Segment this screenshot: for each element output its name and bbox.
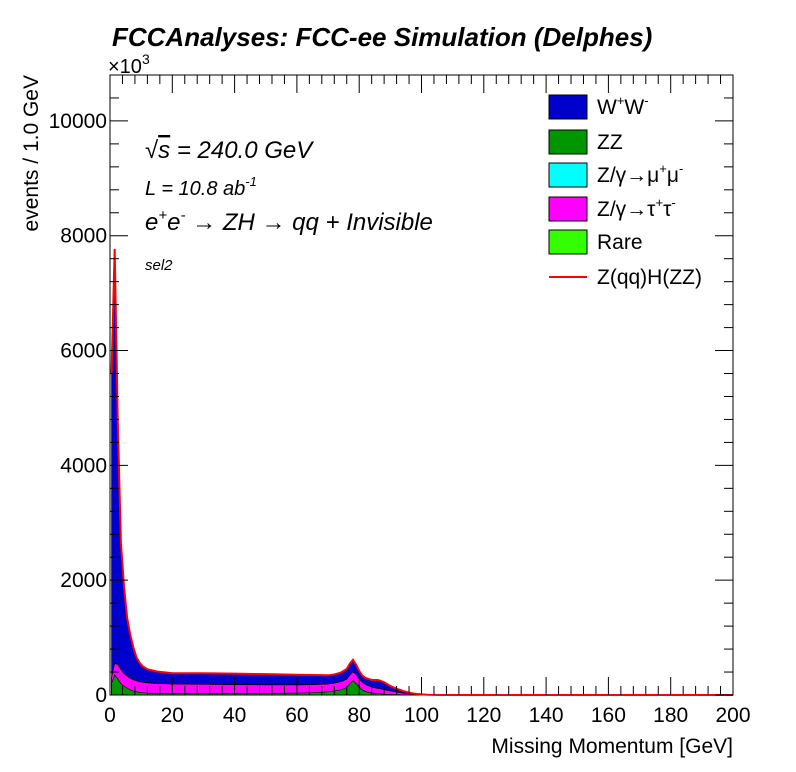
legend-swatch-zz bbox=[548, 129, 588, 155]
legend-swatch-tautau bbox=[548, 196, 588, 222]
signal-layer bbox=[110, 248, 733, 696]
plot-frame bbox=[109, 74, 734, 696]
legend-swatch-rare bbox=[548, 229, 588, 255]
process-label: e+e- → ZH → qq + Invisible bbox=[145, 207, 433, 236]
y-tick-label: 2000 bbox=[60, 569, 107, 592]
y-tick-label: 8000 bbox=[60, 225, 107, 248]
y-tick-label: 0 bbox=[95, 684, 107, 707]
x-tick-label: 60 bbox=[285, 704, 308, 727]
x-tick-label: 20 bbox=[161, 704, 184, 727]
x-axis-label: Missing Momentum [GeV] bbox=[491, 735, 733, 758]
legend-label-rare: Rare bbox=[597, 231, 643, 254]
legend-label-mumu: Z/γ→μ+μ- bbox=[597, 161, 683, 187]
x-axis-ticks: 0 20 40 60 80 100 120 140 160 180 200 bbox=[104, 75, 751, 727]
x-tick-label: 80 bbox=[348, 704, 371, 727]
y-tick-label: 4000 bbox=[60, 454, 107, 477]
legend-label-tautau: Z/γ→τ+τ- bbox=[597, 195, 676, 221]
selection-label: sel2 bbox=[145, 257, 173, 274]
legend: W+W- ZZ Z/γ→μ+μ- Z/γ→τ+τ- Rare Z(qq)H(ZZ… bbox=[548, 93, 702, 289]
signal-line bbox=[110, 248, 733, 696]
chart-title: FCCAnalyses: FCC-ee Simulation (Delphes) bbox=[112, 22, 652, 52]
y-tick-label: 6000 bbox=[60, 340, 107, 363]
legend-swatch-mumu bbox=[548, 162, 588, 188]
y-axis-ticks: 0 2000 4000 6000 8000 10000 bbox=[49, 74, 733, 707]
x-tick-label: 140 bbox=[529, 704, 564, 727]
sqrt-s-label: √s = 240.0 GeV bbox=[145, 137, 314, 164]
legend-label-ww: W+W- bbox=[597, 93, 649, 119]
legend-label-signal: Z(qq)H(ZZ) bbox=[597, 266, 702, 289]
x-tick-label: 160 bbox=[591, 704, 626, 727]
y-multiplier: ×103 bbox=[108, 51, 150, 78]
x-tick-label: 0 bbox=[104, 704, 116, 727]
luminosity-label: L = 10.8 ab-1 bbox=[145, 174, 257, 200]
x-tick-label: 40 bbox=[223, 704, 246, 727]
y-tick-label: 10000 bbox=[49, 110, 107, 133]
x-tick-label: 100 bbox=[404, 704, 439, 727]
y-axis-label: events / 1.0 GeV bbox=[20, 75, 43, 231]
legend-swatch-ww bbox=[548, 94, 588, 120]
x-tick-label: 120 bbox=[466, 704, 501, 727]
x-tick-label: 200 bbox=[715, 704, 750, 727]
x-tick-label: 180 bbox=[653, 704, 688, 727]
legend-label-zz: ZZ bbox=[597, 131, 623, 154]
